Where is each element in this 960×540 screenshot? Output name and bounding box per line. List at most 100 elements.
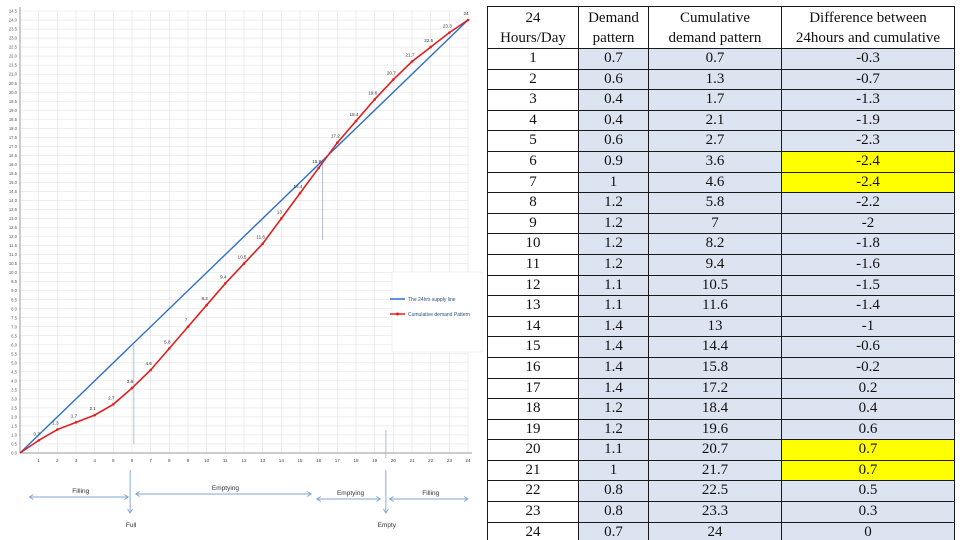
data-label: 13 — [277, 209, 283, 214]
data-label: 7 — [185, 318, 188, 323]
data-point — [410, 60, 414, 63]
table-row: 6 0.9 3.6 -2.4 — [487, 150, 955, 173]
x-tick-label: 6 — [131, 458, 134, 463]
x-tick-label: 12 — [241, 458, 247, 463]
y-tick-label: 13.0 — [9, 216, 18, 221]
cell-demand: 0.7 — [578, 521, 649, 540]
legend: The 24hrs supply line Cumulative demand P… — [390, 271, 483, 353]
y-tick-label: 3.5 — [11, 387, 17, 392]
x-tick-label: 17 — [335, 458, 341, 463]
cell-demand: 0.4 — [578, 89, 649, 111]
table-row: 15 1.4 14.4 -0.6 — [487, 336, 955, 358]
y-tick-label: 18.0 — [9, 126, 18, 131]
cell-demand: 1.2 — [578, 398, 649, 420]
x-tick-label: 3 — [75, 458, 78, 463]
data-label: 21.7 — [406, 53, 415, 58]
cell-difference: 0.7 — [781, 459, 955, 482]
cell-hour: 21 — [487, 459, 579, 482]
y-tick-label: 16.5 — [9, 153, 18, 158]
y-tick-label: 10.0 — [9, 270, 18, 275]
cell-difference: -1.9 — [781, 109, 955, 132]
data-label: 18.4 — [350, 112, 359, 117]
y-tick-label: 6.0 — [11, 342, 17, 347]
cumulative-demand-chart: 0.0 0.5 1.0 1.5 2.0 2.5 3.0 3.5 4.0 4.5 5.0 5.5 6.0 6… — [9, 7, 483, 529]
table-row: 16 1.4 15.8 -0.2 — [487, 356, 955, 379]
x-tick-label: 18 — [353, 458, 359, 463]
legend-box — [391, 271, 483, 353]
table-row: 17 1.4 17.2 0.2 — [487, 377, 955, 400]
phase-label-filling: Filling — [422, 490, 439, 497]
data-label: 23.3 — [443, 24, 452, 29]
data-point — [261, 242, 264, 246]
x-tick-label: 24 — [465, 458, 471, 463]
y-tick-label: 17.0 — [9, 144, 18, 149]
x-tick-label: 4 — [93, 458, 96, 463]
cell-demand: 0.9 — [578, 150, 649, 173]
table-row: 3 0.4 1.7 -1.3 — [487, 89, 955, 111]
phase-arrowhead — [134, 491, 140, 497]
cell-hour: 14 — [487, 315, 579, 338]
y-tick-label: 3.0 — [11, 396, 17, 401]
x-tick-label: 10 — [204, 458, 210, 463]
data-label: 19.6 — [368, 90, 377, 95]
y-tick-label: 4.5 — [11, 369, 17, 374]
cell-hour: 17 — [487, 377, 579, 400]
data-label: 1.7 — [71, 413, 78, 418]
header-cumulative-demand: Cumulative demand pattern — [648, 6, 782, 49]
cell-hour: 4 — [487, 109, 579, 132]
cell-difference: -0.3 — [781, 48, 955, 70]
data-point — [56, 428, 59, 431]
phase-label-filling: Filling — [72, 488, 89, 495]
cell-difference: -1.8 — [781, 233, 955, 255]
data-label: 5.8 — [164, 339, 171, 344]
y-tick-label: 23.0 — [9, 36, 18, 41]
cell-hour: 3 — [487, 89, 579, 111]
table-row: 12 1.1 10.5 -1.5 — [487, 274, 955, 297]
cell-hour: 7 — [487, 171, 579, 194]
x-tick-label: 8 — [168, 458, 171, 463]
cell-cumulative: 4.6 — [648, 171, 782, 194]
table-row: 23 0.8 23.3 0.3 — [487, 501, 955, 523]
data-label: 0.7 — [33, 431, 40, 436]
data-point — [224, 282, 227, 285]
data-point — [149, 368, 152, 372]
cell-demand: 0.6 — [578, 68, 649, 91]
y-tick-label: 19.0 — [9, 108, 18, 113]
cell-cumulative: 15.8 — [648, 356, 782, 379]
cell-hour: 19 — [487, 418, 579, 441]
x-tick-label: 21 — [409, 458, 415, 463]
table-row: 1 0.7 0.7 -0.3 — [487, 48, 955, 70]
y-tick-label: 20.0 — [9, 90, 18, 95]
data-label: 9.4 — [220, 274, 227, 279]
cell-demand: 1.1 — [578, 295, 649, 317]
data-point — [168, 347, 171, 350]
cell-cumulative: 23.3 — [648, 501, 782, 523]
cell-cumulative: 17.2 — [648, 377, 782, 400]
data-point — [466, 18, 470, 22]
phase-arrowhead — [127, 508, 134, 514]
cell-difference: -0.7 — [781, 68, 955, 91]
y-tick-label: 14.5 — [9, 189, 18, 194]
table-row: 19 1.2 19.6 0.6 — [487, 418, 955, 441]
data-point — [392, 78, 395, 81]
cell-demand: 1 — [578, 171, 649, 194]
cell-cumulative: 19.6 — [648, 418, 782, 441]
cell-hour: 9 — [487, 212, 579, 235]
cell-cumulative: 8.2 — [648, 233, 782, 255]
cell-hour: 12 — [487, 274, 579, 297]
cell-hour: 11 — [487, 253, 579, 276]
table-row: 5 0.6 2.7 -2.3 — [487, 130, 955, 152]
y-tick-label: 22.5 — [9, 45, 18, 50]
cell-demand: 1.4 — [578, 377, 649, 400]
cell-difference: -1.6 — [781, 253, 955, 276]
data-point — [130, 386, 134, 390]
y-tick-label: 11.0 — [9, 252, 18, 257]
cell-difference: -1.4 — [781, 295, 955, 317]
y-tick-label: 1.5 — [11, 424, 17, 429]
x-tick-label: 23 — [447, 458, 453, 463]
cell-difference: -0.6 — [781, 336, 955, 358]
cell-cumulative: 21.7 — [648, 459, 782, 482]
y-tick-label: 7.0 — [11, 324, 17, 329]
y-tick-label: 13.5 — [9, 207, 18, 212]
y-tick-label: 23.5 — [9, 27, 18, 32]
